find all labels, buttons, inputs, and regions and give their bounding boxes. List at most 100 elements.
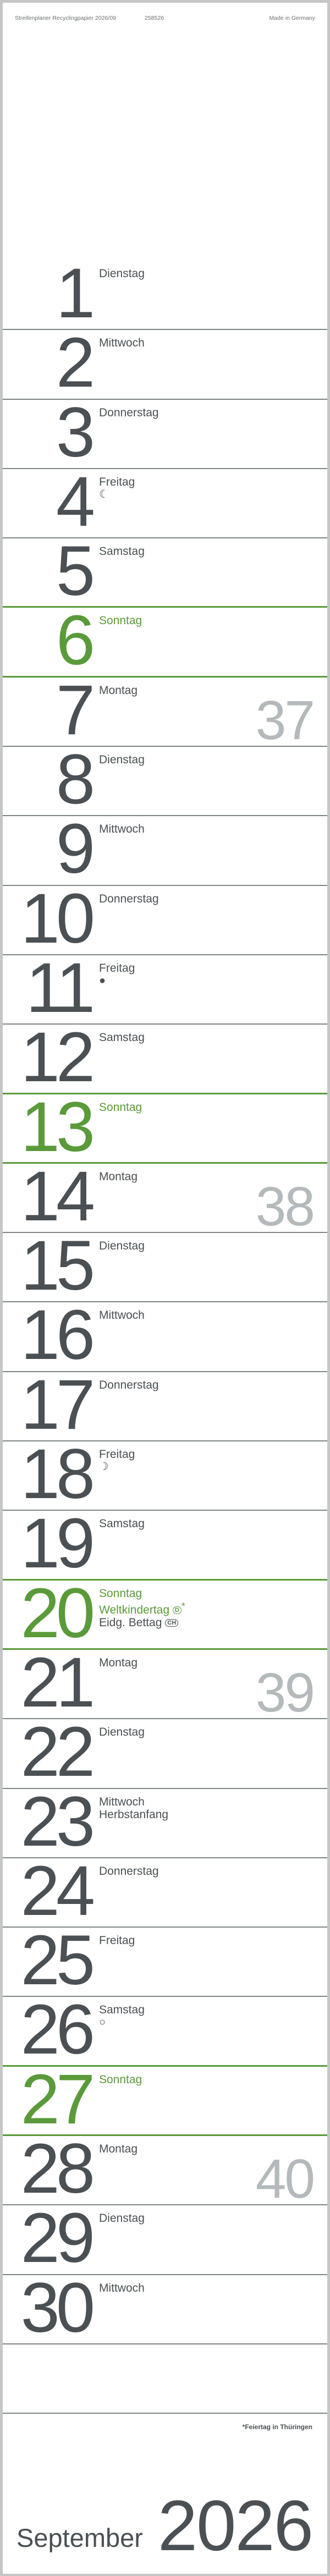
month-label: September	[16, 2523, 143, 2552]
holiday-name: Weltkindertag	[99, 1603, 170, 1616]
day-number: 11	[26, 948, 95, 1027]
day-number: 24	[20, 1851, 95, 1930]
day-info: Samstag	[99, 1031, 145, 1044]
week-number: 40	[255, 2148, 315, 2210]
day-row[interactable]: 7 Montag 37	[3, 670, 327, 751]
day-row[interactable]: 21 Montag 39	[3, 1647, 327, 1720]
day-row[interactable]: 10 Donnerstag	[3, 879, 327, 958]
day-info: Dienstag	[99, 1240, 145, 1252]
day-row[interactable]: 17 Donnerstag	[3, 1369, 327, 1442]
country-badge-icon: D	[172, 1606, 182, 1614]
day-row[interactable]: 6 Sonntag	[3, 601, 327, 680]
holiday-entry: Weltkindertag D *	[99, 1600, 185, 1616]
weekday-name: Samstag	[99, 1517, 145, 1531]
new-moon-icon: ●	[99, 974, 106, 987]
day-number: 28	[20, 2129, 95, 2209]
holiday-entry: Eidg. Bettag CH	[99, 1616, 185, 1629]
day-info: Donnerstag	[99, 406, 159, 419]
holiday-name: Eidg. Bettag	[99, 1616, 162, 1629]
day-row[interactable]: 9 Mittwoch	[3, 810, 327, 889]
day-info: Samstag	[99, 1517, 145, 1530]
weekday-name: Donnerstag	[99, 406, 159, 419]
day-row[interactable]: 26 Samstag ○	[3, 1995, 327, 2067]
day-row[interactable]: 1 Dienstag	[3, 254, 327, 333]
weekday-name: Sonntag	[99, 2073, 142, 2086]
day-row[interactable]: 2 Mittwoch	[3, 323, 327, 403]
first-quarter-moon-icon: ☽	[99, 1461, 109, 1473]
day-number: 14	[20, 1157, 95, 1236]
weekday-name: Dienstag	[99, 2212, 145, 2225]
weekday-name: Mittwoch	[99, 823, 145, 836]
day-number: 2	[56, 323, 95, 403]
year-label: 2026	[157, 2485, 314, 2566]
weekday-name: Dienstag	[99, 1240, 145, 1253]
weekday-name: Donnerstag	[99, 892, 159, 905]
day-number: 12	[20, 1018, 95, 1097]
day-row[interactable]: 30 Mittwoch	[3, 2268, 327, 2347]
day-info: Mittwoch Herbstanfang	[99, 1796, 168, 1821]
day-row[interactable]: 3 Donnerstag	[3, 393, 327, 472]
calendar-sheet: Streifenplaner Recyclingpapier 2026/09 2…	[3, 3, 327, 2574]
weekday-name: Montag	[99, 1170, 138, 1183]
day-number: 7	[56, 670, 95, 750]
holiday-name: Herbstanfang	[99, 1808, 169, 1821]
day-info: Dienstag	[99, 267, 145, 280]
day-number: 22	[20, 1713, 95, 1792]
day-row[interactable]: 22 Dienstag	[3, 1713, 327, 1792]
day-info: Sonntag	[99, 614, 142, 627]
day-row[interactable]: 11 Freitag ●	[3, 948, 327, 1027]
day-info: Montag	[99, 1656, 138, 1669]
day-number: 30	[20, 2268, 95, 2347]
day-row[interactable]: 15 Dienstag	[3, 1231, 327, 1303]
day-row[interactable]: 13 Sonntag	[3, 1087, 327, 1166]
day-info: Mittwoch	[99, 337, 145, 349]
day-row[interactable]: 28 Montag 40	[3, 2129, 327, 2210]
day-row[interactable]: 14 Montag 38	[3, 1157, 327, 1236]
day-number: 10	[20, 879, 95, 958]
day-info: Freitag	[99, 1934, 135, 1947]
weekday-name: Mittwoch	[99, 2281, 145, 2294]
weekday-name: Montag	[99, 2143, 138, 2156]
day-row[interactable]: 27 Sonntag	[3, 2060, 327, 2139]
day-row[interactable]: 18 Freitag ☽	[3, 1439, 327, 1511]
weekday-name: Donnerstag	[99, 1864, 159, 1878]
day-row[interactable]: 12 Samstag	[3, 1018, 327, 1097]
week-number: 37	[255, 689, 315, 751]
day-row[interactable]: 4 Freitag ☾	[3, 462, 327, 541]
day-row[interactable]: 19 Samstag	[3, 1509, 327, 1581]
empty-row[interactable]	[3, 2344, 327, 2414]
day-row[interactable]: 29 Dienstag	[3, 2199, 327, 2278]
product-code: 258526	[145, 15, 164, 21]
day-row[interactable]: 23 Mittwoch Herbstanfang	[3, 1786, 327, 1858]
day-number: 4	[56, 462, 95, 541]
day-row[interactable]: 5 Samstag	[3, 532, 327, 611]
last-quarter-moon-icon: ☾	[99, 488, 109, 500]
day-number: 13	[20, 1087, 95, 1166]
day-info: Sonntag	[99, 1101, 142, 1114]
weekday-name: Dienstag	[99, 1726, 145, 1739]
day-info: Montag	[99, 1170, 138, 1183]
day-row[interactable]: 8 Dienstag	[3, 740, 327, 819]
day-info: Donnerstag	[99, 1379, 159, 1391]
day-number: 8	[56, 740, 95, 819]
weekday-name: Dienstag	[99, 267, 145, 280]
day-number: 3	[56, 393, 95, 472]
weekday-name: Samstag	[99, 2003, 145, 2017]
day-info: Sonntag	[99, 2073, 142, 2086]
day-info: Donnerstag	[99, 1865, 159, 1878]
day-row[interactable]: 20 Sonntag Weltkindertag D * Eidg. Bettag CH	[3, 1573, 327, 1653]
weekday-name: Donnerstag	[99, 1378, 159, 1391]
day-number: 9	[56, 810, 95, 889]
day-number: 27	[20, 2060, 95, 2139]
day-number: 6	[56, 601, 95, 680]
day-list: 1 Dienstag 2 Mittwoch 3 Donnerstag 4 Freitag ☾ 5 S…	[3, 254, 327, 2414]
day-number: 29	[20, 2199, 95, 2278]
full-moon-icon: ○	[99, 2016, 106, 2029]
day-row[interactable]: 24 Donnerstag	[3, 1851, 327, 1930]
day-row[interactable]: 25 Freitag	[3, 1925, 327, 1997]
day-row[interactable]: 16 Mittwoch	[3, 1300, 327, 1372]
weekday-name: Freitag	[99, 1934, 135, 1947]
day-number: 1	[56, 254, 95, 333]
day-number: 5	[56, 532, 95, 611]
day-number: 20	[20, 1573, 95, 1653]
